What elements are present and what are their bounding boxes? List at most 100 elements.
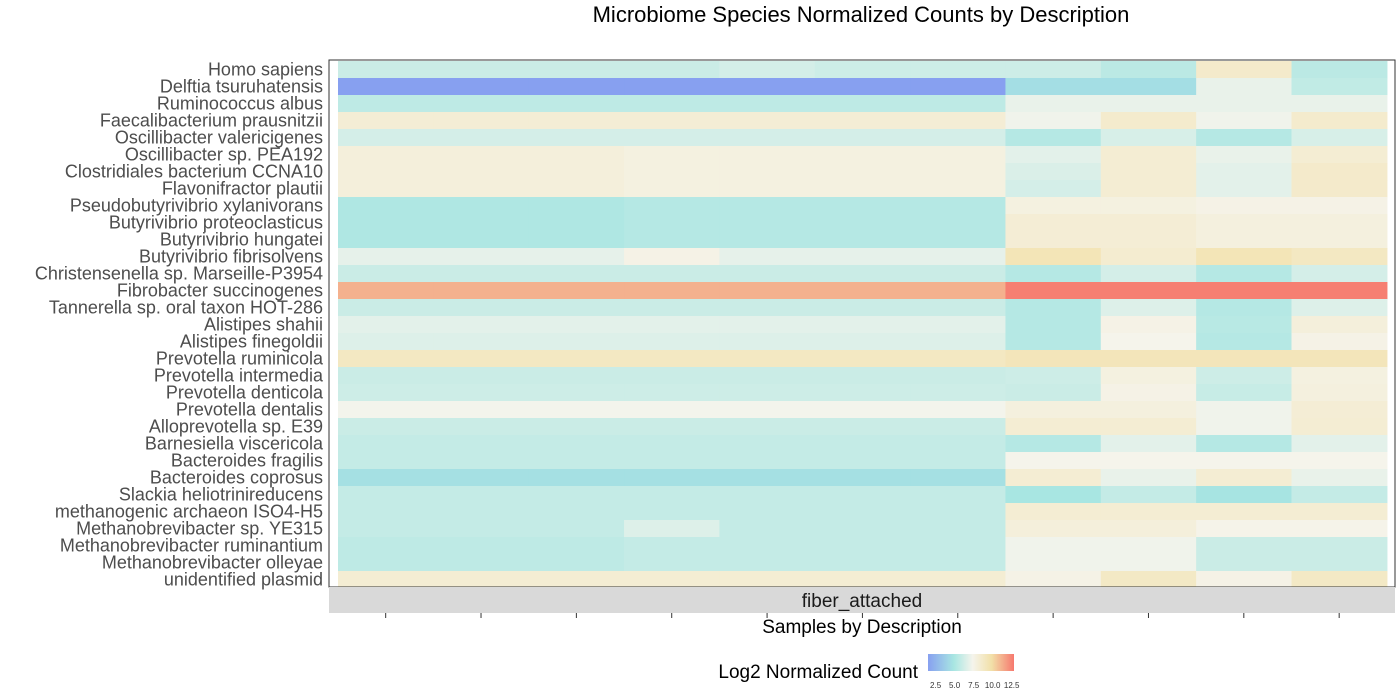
species-label: Christensenella sp. Marseille-P3954 (35, 264, 323, 284)
heatmap-cell (624, 214, 720, 232)
heatmap-cell (1291, 520, 1388, 538)
heatmap-cell (1196, 401, 1293, 419)
heatmap-cell (910, 367, 1007, 385)
heatmap-cell (433, 282, 530, 300)
heatmap-cell (1100, 129, 1197, 147)
heatmap-cell (1005, 503, 1102, 521)
heatmap-cell (814, 333, 911, 351)
heatmap-cell (528, 401, 625, 419)
heatmap-cell (338, 146, 434, 164)
heatmap-cell (433, 180, 530, 198)
heatmap-cell (719, 197, 816, 215)
heatmap-cell (719, 554, 816, 572)
heatmap-cell (624, 384, 720, 402)
heatmap-cell (528, 503, 625, 521)
heatmap-cell (1196, 554, 1293, 572)
heatmap-cell (624, 486, 720, 504)
heatmap-cell (1291, 95, 1388, 113)
heatmap-cell (719, 367, 816, 385)
heatmap-cell (433, 367, 530, 385)
heatmap-cell (814, 129, 911, 147)
species-label: Flavonifractor plautii (162, 179, 323, 199)
heatmap-cell (624, 520, 720, 538)
heatmap-cell (338, 367, 434, 385)
heatmap-cell (1100, 435, 1197, 453)
heatmap-cell (1196, 180, 1293, 198)
heatmap-cell (528, 231, 625, 249)
heatmap-cell (1005, 282, 1102, 300)
heatmap-cell (814, 350, 911, 368)
heatmap-cell (1291, 435, 1388, 453)
heatmap-cell (910, 282, 1007, 300)
chart-title: Microbiome Species Normalized Counts by … (593, 2, 1130, 27)
heatmap-cell (338, 78, 434, 96)
heatmap-cell (910, 180, 1007, 198)
heatmap-cell (433, 418, 530, 436)
heatmap-cell (1196, 282, 1293, 300)
heatmap-cell (814, 95, 911, 113)
heatmap-cell (338, 112, 434, 130)
heatmap-cell (624, 418, 720, 436)
x-axis-title: Samples by Description (762, 617, 962, 638)
heatmap-cell (433, 231, 530, 249)
heatmap-cell (624, 146, 720, 164)
heatmap-cell (528, 384, 625, 402)
heatmap-cell (719, 435, 816, 453)
heatmap-cell (910, 503, 1007, 521)
heatmap-cell (719, 95, 816, 113)
heatmap-cell (1100, 146, 1197, 164)
heatmap-cell (433, 384, 530, 402)
heatmap-cell (1291, 248, 1388, 266)
heatmap-cell (528, 520, 625, 538)
heatmap-cell (433, 197, 530, 215)
heatmap-cell (1005, 435, 1102, 453)
heatmap-cell (338, 95, 434, 113)
heatmap-cell (719, 452, 816, 470)
heatmap-cell (1291, 350, 1388, 368)
heatmap-cell (1005, 61, 1102, 79)
heatmap-cell (338, 554, 434, 572)
heatmap-cell (1291, 333, 1388, 351)
heatmap-cell (338, 231, 434, 249)
heatmap-cell (1291, 180, 1388, 198)
heatmap-cell (528, 78, 625, 96)
heatmap-cell (338, 265, 434, 283)
heatmap-cell (814, 367, 911, 385)
heatmap-cell (1005, 350, 1102, 368)
heatmap-cell (338, 401, 434, 419)
heatmap-cell (1005, 197, 1102, 215)
heatmap-cell (1005, 78, 1102, 96)
heatmap-cell (528, 265, 625, 283)
heatmap-cell (1196, 112, 1293, 130)
heatmap-cell (1196, 146, 1293, 164)
heatmap-cell (1005, 214, 1102, 232)
heatmap-cell (338, 163, 434, 181)
heatmap-cell (624, 316, 720, 334)
heatmap-cell (624, 350, 720, 368)
heatmap-cell (814, 112, 911, 130)
heatmap-cell (433, 112, 530, 130)
heatmap-cell (528, 282, 625, 300)
heatmap-cell (433, 537, 530, 555)
heatmap-cell (1100, 384, 1197, 402)
heatmap-cell (338, 214, 434, 232)
heatmap-cell (1100, 180, 1197, 198)
heatmap-cell (814, 163, 911, 181)
heatmap-cell (1005, 401, 1102, 419)
heatmap-cell (1196, 571, 1293, 589)
heatmap-cell (719, 180, 816, 198)
legend-tick-label: 10.0 (985, 681, 1001, 690)
heatmap-cell (1005, 554, 1102, 572)
heatmap-cell (910, 112, 1007, 130)
heatmap-cell (1291, 214, 1388, 232)
heatmap-cell (1005, 265, 1102, 283)
heatmap-cell (1005, 146, 1102, 164)
legend-tick-label: 12.5 (1004, 681, 1020, 690)
heatmap-cell (1196, 350, 1293, 368)
heatmap-cell (1291, 316, 1388, 334)
heatmap-cell (1100, 452, 1197, 470)
heatmap-cell (1005, 384, 1102, 402)
heatmap-cell (433, 333, 530, 351)
heatmap-cell (433, 163, 530, 181)
heatmap-cell (1005, 520, 1102, 538)
